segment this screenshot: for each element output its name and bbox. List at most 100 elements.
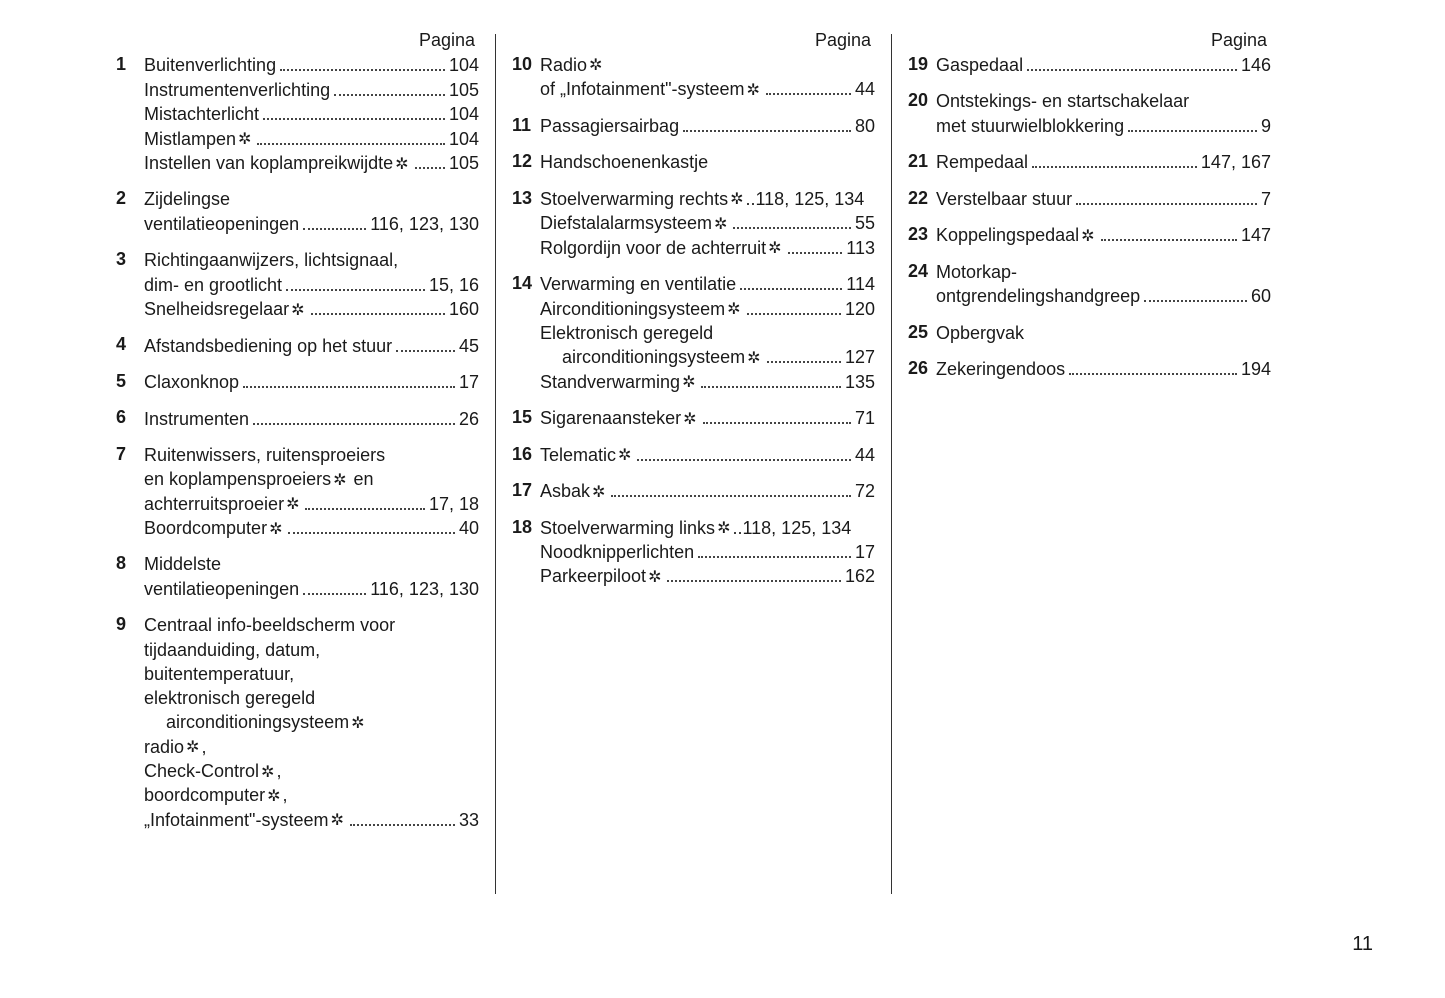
entry-text: elektronisch geregeld [144,686,315,710]
entry-lines: Instrumenten26 [144,406,479,430]
leader-dots [703,406,851,424]
star-icon: ✲ [680,374,697,391]
entry-page: 194 [1241,357,1271,381]
entry-page: 9 [1261,114,1271,138]
entry-line: Buitenverlichting 104 [144,53,479,77]
index-page: Pagina 1Buitenverlichting104Instrumenten… [0,0,1445,894]
entry-line: Opbergvak [936,321,1271,345]
entry-text: airconditioningsysteem✲ [562,345,763,369]
entry-line: Diefstalalarmsysteem✲55 [540,211,875,235]
entry-number: 24 [908,260,936,282]
index-entry: 10Radio✲of „Infotainment"-systeem✲44 [512,53,875,102]
entry-line: achterruitsproeier✲17, 18 [144,492,479,516]
star-icon: ✲ [393,156,410,173]
star-icon: ✲ [349,715,366,732]
index-entry: 13Stoelverwarming rechts✲ .. 118, 125, 1… [512,187,875,260]
entry-text: ventilatieopeningen [144,577,299,601]
leader-dots [350,808,455,826]
entry-text: Koppelingspedaal✲ [936,223,1097,247]
leader-dots [740,272,842,290]
index-entry: 19Gaspedaal146 [908,53,1271,77]
entry-text: Opbergvak [936,321,1024,345]
entry-lines: Radio✲of „Infotainment"-systeem✲44 [540,53,875,102]
leader-dots [396,333,455,351]
star-icon: ✲ [184,739,201,756]
entry-page: 105 [449,151,479,175]
entry-text: Snelheidsregelaar✲ [144,297,307,321]
entry-page: 104 [449,53,479,77]
entry-line: ventilatieopeningen116, 123, 130 [144,212,479,236]
leader-dots [683,114,851,132]
entry-text: Zijdelingse [144,187,230,211]
entry-line: Sigarenaansteker✲71 [540,406,875,430]
entry-text: Handschoenenkastje [540,150,708,174]
entry-number: 5 [116,370,144,392]
star-icon: ✲ [712,216,729,233]
entry-line: Rempedaal147, 167 [936,150,1271,174]
entry-text: Buitenverlichting [144,53,276,77]
entry-line: Radio✲ [540,53,875,77]
entry-page: 116, 123, 130 [370,577,479,601]
entry-line: buitentemperatuur, [144,662,479,686]
leader-dots [263,102,445,120]
entry-page: 104 [449,102,479,126]
entry-line: „Infotainment"-systeem✲33 [144,808,479,832]
star-icon: ✲ [267,521,284,538]
entry-page: 44 [855,443,875,467]
star-icon: ✲ [728,191,745,208]
entry-text: buitentemperatuur, [144,662,294,686]
entry-text: Standverwarming✲ [540,370,697,394]
entry-lines: Motorkap-ontgrendelingshandgreep60 [936,260,1271,309]
entry-line: Richtingaanwijzers, lichtsignaal, [144,248,479,272]
entry-line: Centraal info-beeldscherm voor [144,613,479,637]
leader-dots [611,479,851,497]
index-entry: 1Buitenverlichting104Instrumentenverlich… [116,53,479,175]
entry-text: Zekeringendoos [936,357,1065,381]
star-icon: ✲ [616,447,633,464]
column-3: Pagina 19Gaspedaal14620Ontstekings- en s… [892,30,1287,894]
entry-text: Mistachterlicht [144,102,259,126]
star-icon: ✲ [289,302,306,319]
leader-dots [288,516,454,534]
star-icon: ✲ [646,569,663,586]
entry-line: en koplampensproeiers✲ en [144,467,479,491]
entry-number: 14 [512,272,540,294]
entry-line: Elektronisch geregeld [540,321,875,345]
entry-text: Ontstekings- en startschakelaar [936,89,1189,113]
entry-page: 15, 16 [429,273,479,297]
entry-line: ventilatieopeningen 116, 123, 130 [144,577,479,601]
index-entry: 20Ontstekings- en startschakelaarmet stu… [908,89,1271,138]
entry-number: 10 [512,53,540,75]
index-entry: 9Centraal info-beeldscherm voortijdaandu… [116,613,479,832]
entry-lines: Ruitenwissers, ruitensproeiersen koplamp… [144,443,479,541]
entry-page: 118, 125, 134 [742,516,851,540]
entry-text: Instrumentenverlichting [144,78,330,102]
index-entry: 18Stoelverwarming links✲ .. 118, 125, 13… [512,516,875,589]
entry-text: airconditioningsysteem✲ [166,710,367,734]
star-icon: ✲ [284,496,301,513]
entry-line: Stoelverwarming rechts✲ .. 118, 125, 134 [540,187,875,211]
entry-page: 147 [1241,223,1271,247]
entry-page: 116, 123, 130 [370,212,479,236]
entry-lines: Centraal info-beeldscherm voortijdaandui… [144,613,479,832]
leader-dots [1069,357,1237,375]
index-entry: 7Ruitenwissers, ruitensproeiersen koplam… [116,443,479,541]
entry-text: Richtingaanwijzers, lichtsignaal, [144,248,398,272]
entry-number: 13 [512,187,540,209]
entry-line: Airconditioningsysteem✲120 [540,296,875,320]
entry-text: achterruitsproeier✲ [144,492,301,516]
entry-number: 20 [908,89,936,111]
entry-text: Verstelbaar stuur [936,187,1072,211]
entry-page: 160 [449,297,479,321]
entry-line: Ontstekings- en startschakelaar [936,89,1271,113]
leader-dots [701,370,840,388]
entry-text: en koplampensproeiers✲ en [144,467,374,491]
entry-lines: Handschoenenkastje [540,150,875,174]
star-icon: ✲ [587,57,604,74]
entry-number: 23 [908,223,936,245]
entry-number: 9 [116,613,144,635]
entry-text: Telematic✲ [540,443,633,467]
entry-lines: Middelsteventilatieopeningen116, 123, 13… [144,552,479,601]
entry-line: Handschoenenkastje [540,150,875,174]
index-entry: 16Telematic✲44 [512,443,875,467]
